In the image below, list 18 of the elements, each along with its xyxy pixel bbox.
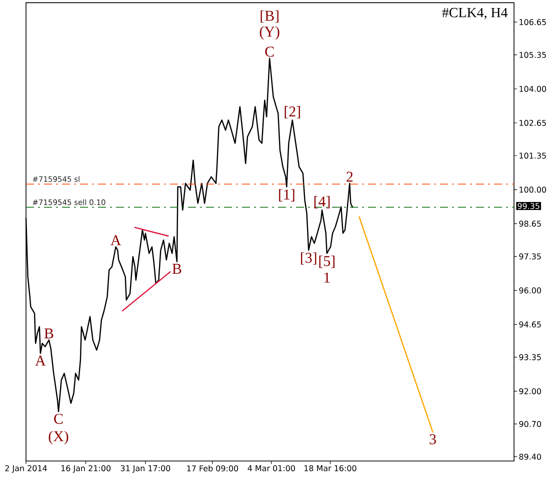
chart-title: #CLK4, H4 bbox=[442, 8, 508, 20]
annotation: [2] bbox=[284, 106, 300, 118]
annotation: 1 bbox=[324, 272, 330, 282]
annotation: B bbox=[44, 328, 54, 338]
annotation: [B] bbox=[260, 10, 278, 23]
annotation: (X) bbox=[48, 430, 68, 444]
annotation: B bbox=[172, 264, 182, 274]
annotation: (Y) bbox=[260, 26, 280, 40]
annotation: [3] bbox=[301, 252, 316, 265]
annotation: 3 bbox=[430, 434, 436, 444]
annotation: 2 bbox=[346, 172, 353, 182]
annotation: C bbox=[265, 46, 274, 57]
annotation: [4] bbox=[314, 196, 330, 208]
annotation: A bbox=[35, 356, 46, 366]
annotation: [5] bbox=[319, 256, 334, 268]
annotation: [1] bbox=[279, 189, 294, 202]
annotation: A bbox=[110, 235, 122, 246]
annotation: C bbox=[54, 414, 63, 424]
